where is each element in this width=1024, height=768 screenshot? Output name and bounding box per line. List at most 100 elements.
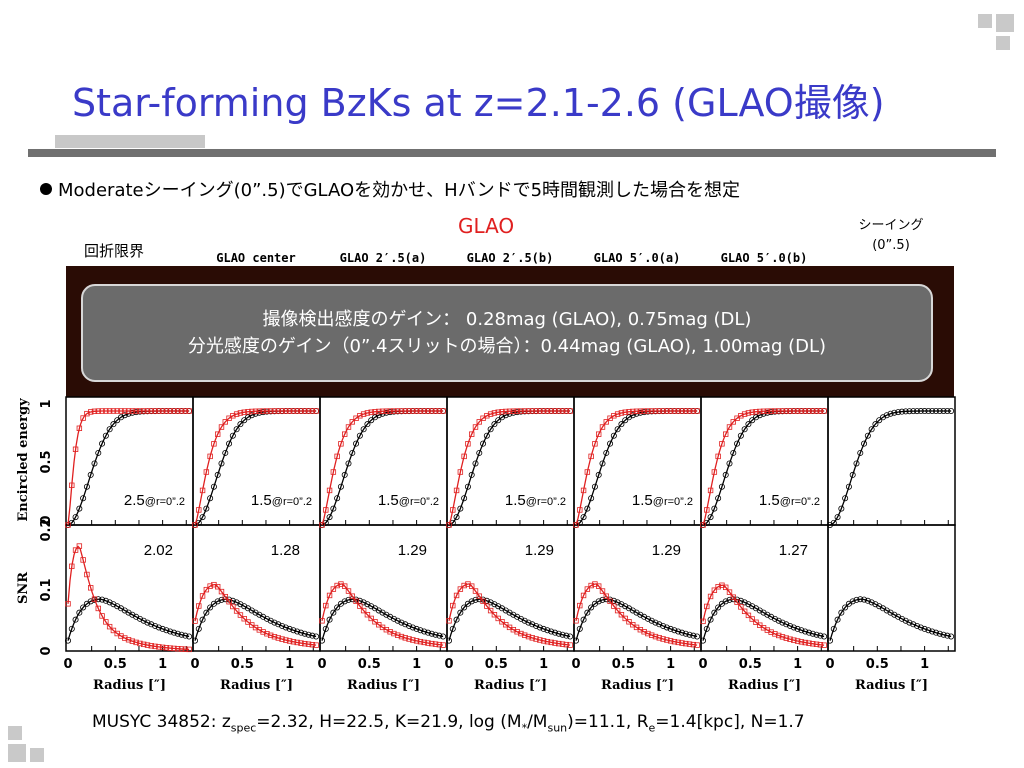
glao-snr-point bbox=[453, 592, 460, 599]
glao-ee-point bbox=[645, 408, 651, 414]
glao-ee-point bbox=[559, 408, 566, 414]
seeing-snr-point bbox=[218, 596, 225, 603]
seeing-snr-point bbox=[555, 630, 562, 637]
seeing-snr-point bbox=[798, 627, 805, 634]
seeing-snr-point bbox=[790, 624, 797, 631]
seeing-snr-point bbox=[652, 619, 659, 626]
seeing-ee-point bbox=[588, 495, 595, 502]
glao-ee-point bbox=[230, 413, 236, 419]
seeing-snr-point bbox=[267, 617, 274, 624]
glao-snr-point bbox=[772, 631, 778, 637]
glao-snr-point bbox=[413, 638, 420, 644]
glao-snr-point bbox=[271, 634, 278, 640]
glao-snr-point bbox=[69, 563, 75, 570]
seeing-snr-point bbox=[76, 609, 83, 616]
glao-ee-point bbox=[342, 431, 348, 437]
seeing-snr-point bbox=[424, 629, 431, 636]
glao-snr-point bbox=[171, 645, 177, 652]
seeing-snr-point bbox=[584, 609, 591, 616]
seeing-snr-point bbox=[167, 628, 174, 635]
glao-ee-point bbox=[461, 453, 467, 460]
seeing-ee-point bbox=[457, 505, 464, 512]
glao-snr-point bbox=[275, 635, 281, 641]
seeing-snr-point bbox=[275, 621, 282, 628]
glao-snr-point bbox=[199, 593, 206, 599]
glao-snr-point bbox=[715, 584, 721, 590]
glao-snr-point bbox=[480, 598, 486, 604]
x-tick-label: 0.5 bbox=[866, 657, 889, 672]
glao-ee-point bbox=[103, 408, 109, 414]
glao-snr-point bbox=[429, 640, 435, 647]
glao-snr-point bbox=[406, 636, 412, 642]
seeing-ee-point bbox=[868, 426, 875, 433]
seeing-ee-point bbox=[929, 408, 936, 415]
glao-ee-point bbox=[521, 408, 528, 414]
ee-gain-label: 1.5@r=0”.2 bbox=[505, 492, 566, 509]
glao-ee-point bbox=[556, 408, 562, 414]
glao-snr-point bbox=[95, 605, 101, 612]
glao-snr-point bbox=[302, 640, 308, 647]
seeing-snr-point bbox=[421, 628, 428, 635]
glao-ee-point bbox=[376, 408, 382, 415]
seeing-ee-point bbox=[925, 408, 932, 415]
seeing-snr-point bbox=[290, 627, 297, 634]
glao-snr-point bbox=[694, 642, 700, 648]
glao-ee-point bbox=[446, 522, 452, 528]
seeing-ee-point bbox=[326, 514, 333, 521]
seeing-snr-point bbox=[195, 625, 202, 632]
seeing-ee-point bbox=[749, 417, 756, 424]
seeing-snr-point bbox=[910, 621, 917, 628]
seeing-ee-point bbox=[461, 495, 468, 502]
glao-ee-point bbox=[775, 408, 782, 414]
glao-snr-point bbox=[294, 639, 300, 646]
seeing-snr-point bbox=[159, 625, 166, 632]
glao-snr-point bbox=[798, 639, 805, 645]
glao-ee-point bbox=[791, 408, 797, 414]
seeing-snr-point bbox=[914, 622, 921, 629]
seeing-ee-point bbox=[895, 409, 902, 416]
seeing-ee-point bbox=[898, 408, 905, 415]
object-info-sub: spec bbox=[230, 721, 257, 735]
seeing-snr-point bbox=[453, 616, 460, 623]
glao-ee-point bbox=[237, 410, 244, 416]
glao-ee-point bbox=[175, 408, 181, 414]
glao-snr-point bbox=[556, 640, 562, 647]
glao-ee-point bbox=[69, 482, 75, 489]
glao-ee-point bbox=[637, 408, 644, 414]
object-info-part: )=11.1, R bbox=[567, 712, 649, 732]
seeing-ee-point bbox=[876, 417, 883, 424]
glao-ee-point bbox=[656, 408, 662, 414]
seeing-snr-point bbox=[857, 596, 864, 603]
glao-ee-point bbox=[76, 425, 83, 431]
corner-decoration-bottom-left bbox=[8, 718, 54, 764]
seeing-ee-point bbox=[72, 514, 79, 521]
seeing-snr-point bbox=[445, 637, 452, 644]
glao-snr-point bbox=[675, 639, 681, 646]
seeing-snr-point bbox=[849, 598, 856, 605]
seeing-ee-point bbox=[480, 440, 487, 447]
seeing-snr-point bbox=[390, 615, 397, 622]
glao-snr-point bbox=[518, 630, 524, 637]
glao-snr-point bbox=[700, 618, 706, 625]
glao-ee-point bbox=[440, 408, 446, 414]
seeing-ee-point bbox=[730, 449, 737, 456]
seeing-snr-point bbox=[644, 615, 651, 622]
seeing-ee-point bbox=[356, 432, 363, 439]
seeing-snr-point bbox=[102, 597, 109, 604]
snr-ratio-label: 1.29 bbox=[652, 542, 681, 559]
glao-ee-point bbox=[719, 441, 725, 447]
seeing-header-line1: シーイング bbox=[858, 218, 924, 233]
glao-snr-point bbox=[152, 643, 158, 650]
seeing-snr-point bbox=[155, 624, 162, 631]
ee-gain-label: 1.5@r=0”.2 bbox=[378, 492, 439, 509]
glao-ee-point bbox=[514, 408, 520, 414]
x-axis-label: Radius [″] bbox=[347, 678, 420, 693]
seeing-ee-point bbox=[940, 408, 947, 415]
glao-ee-point bbox=[753, 409, 759, 415]
seeing-ee-point bbox=[607, 440, 614, 447]
seeing-ee-point bbox=[83, 483, 90, 490]
seeing-ee-point bbox=[334, 495, 341, 502]
seeing-ee-point bbox=[502, 412, 509, 419]
seeing-ee-point bbox=[944, 408, 951, 415]
seeing-ee-point bbox=[891, 409, 898, 416]
